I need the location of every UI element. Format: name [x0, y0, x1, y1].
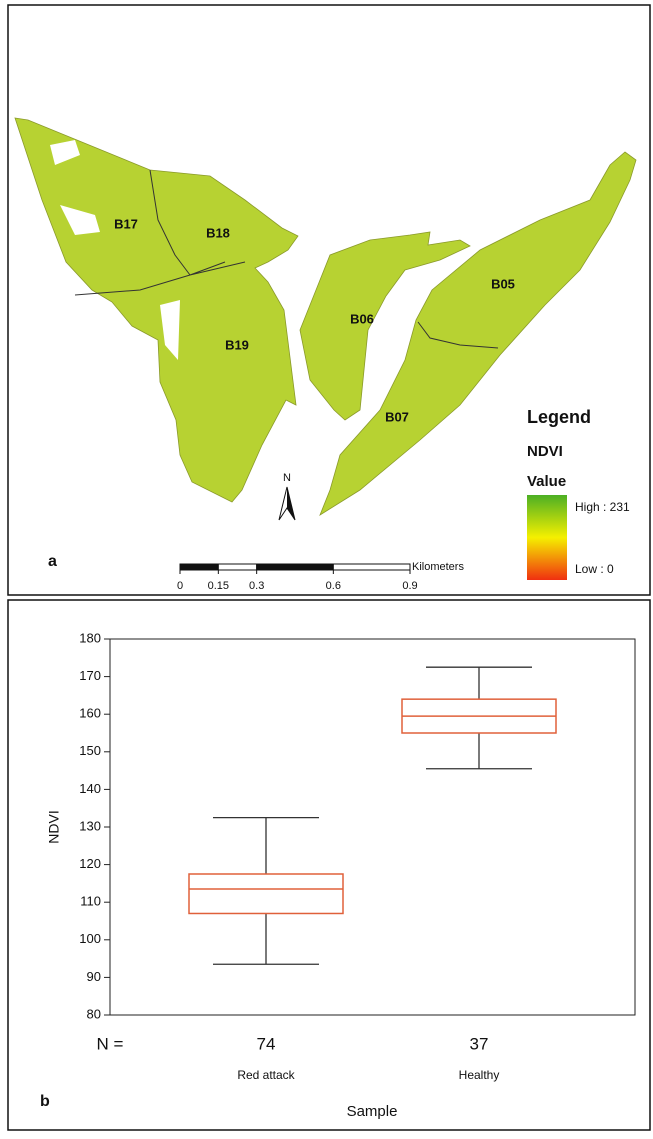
y-tick-label: 180	[79, 630, 101, 645]
chart-panel: NDVI Sample b N = 80 90 100 110 120 130 140 150…	[8, 600, 650, 1130]
legend-high: High : 231	[575, 500, 630, 514]
scale-segment	[257, 564, 334, 570]
block-label: B07	[385, 409, 409, 424]
y-tick-label: 150	[79, 743, 101, 758]
scale-label: 0.6	[326, 580, 341, 592]
x-axis-label: Sample	[347, 1103, 398, 1120]
n-label: N =	[97, 1034, 124, 1053]
y-tick-label: 120	[79, 856, 101, 871]
y-axis-label: NDVI	[46, 810, 62, 843]
scale-segment	[180, 564, 218, 570]
figure: B17 B18 B19 B06 B05 B07 Legend NDVI Valu…	[0, 0, 653, 1134]
block-label: B06	[350, 311, 374, 326]
panel-label: a	[48, 553, 57, 570]
north-label: N	[283, 472, 291, 484]
x-tick-label: Healthy	[459, 1068, 500, 1082]
y-tick-label: 170	[79, 668, 101, 683]
y-tick-label: 110	[80, 894, 101, 909]
y-tick-label: 130	[79, 818, 101, 833]
legend-low: Low : 0	[575, 562, 614, 576]
block-label: B17	[114, 216, 138, 231]
n-value: 37	[470, 1034, 489, 1053]
panel-label: b	[40, 1093, 50, 1110]
scale-segment	[333, 564, 410, 570]
scale-label: 0.3	[249, 580, 264, 592]
legend-title: Legend	[527, 407, 591, 427]
legend-field: Value	[527, 473, 566, 490]
y-tick-label: 160	[79, 706, 101, 721]
scale-label: 0.9	[402, 580, 417, 592]
scale-label: 0.15	[208, 580, 229, 592]
block-label: B19	[225, 337, 249, 352]
box	[189, 874, 343, 913]
y-tick-label: 90	[87, 969, 101, 984]
map-panel: B17 B18 B19 B06 B05 B07 Legend NDVI Valu…	[8, 5, 650, 595]
scale-segment	[218, 564, 256, 570]
y-tick-label: 100	[79, 931, 101, 946]
x-tick-label: Red attack	[237, 1068, 295, 1082]
legend-layer: NDVI	[527, 443, 563, 460]
legend-gradient	[527, 495, 567, 580]
block-label: B18	[206, 225, 230, 240]
n-value: 74	[257, 1034, 276, 1053]
y-tick-label: 140	[79, 781, 101, 796]
scale-units: Kilometers	[412, 561, 464, 573]
block-label: B05	[491, 276, 515, 291]
scale-label: 0	[177, 580, 183, 592]
y-tick-label: 80	[87, 1006, 101, 1021]
